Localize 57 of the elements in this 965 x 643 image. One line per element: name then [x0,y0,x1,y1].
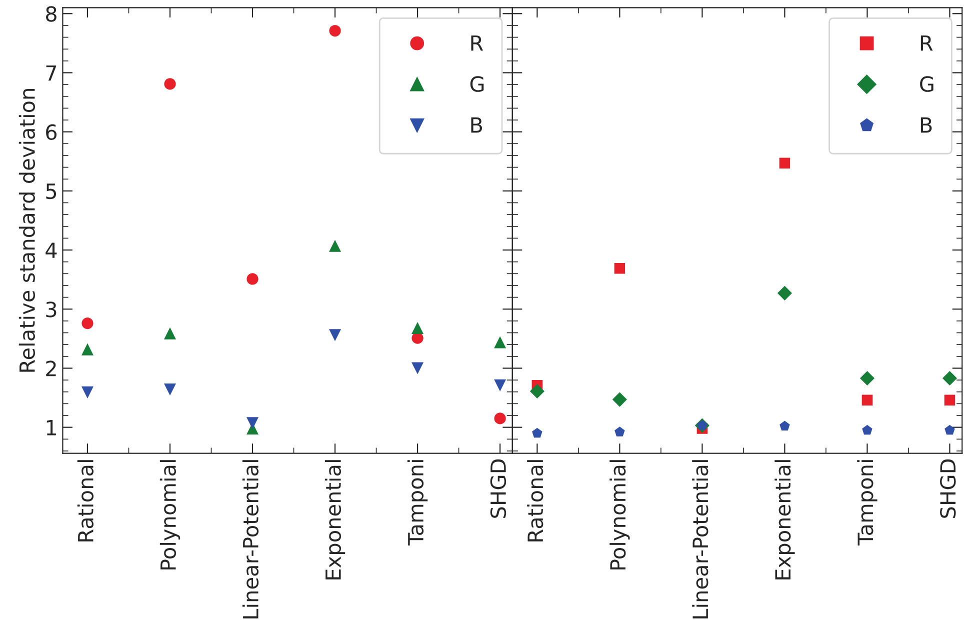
point [329,240,342,252]
point [614,426,625,436]
x-tick-label: Exponential [324,460,346,580]
point [614,262,626,274]
x-tick-label: Linear-Potential [692,460,708,618]
y-tick-label: 1 [46,420,56,436]
x-tick-label: Rational [77,460,94,542]
point [942,370,958,386]
y-tick-label: 6 [46,124,57,140]
point [81,386,94,398]
point [82,317,94,330]
x-tick-label: Rational [527,460,544,542]
legend-label: B [471,117,482,133]
y-tick-label: 7 [46,65,56,81]
point [494,336,506,348]
point [612,392,627,407]
legend-label: G [920,76,934,92]
point [246,273,258,285]
y-tick-label: 3 [46,302,56,318]
point [412,362,424,374]
point [164,327,176,340]
point [779,158,790,169]
point [780,420,790,430]
point [329,24,341,37]
point [494,412,506,424]
point [862,424,872,435]
point [944,394,956,406]
x-tick-label: Polynomial [610,460,630,570]
y-tick-label: 4 [46,242,57,258]
point [860,370,874,386]
point [944,424,955,435]
point [777,286,792,300]
y-tick-label: 5 [46,184,56,200]
x-tick-label: Polynomial [160,460,180,570]
point [81,343,94,356]
legend-label: G [470,76,484,92]
y-axis-title: Relative standard deviation [18,89,36,372]
point [412,322,424,334]
point [532,428,542,438]
point [494,379,506,392]
legend-label: R [920,35,933,51]
point [246,417,259,430]
legend-label: B [920,117,932,133]
legend-label: R [471,35,484,51]
point [164,78,176,90]
point [329,329,342,342]
y-tick-label: 2 [46,360,56,376]
point [164,383,176,396]
x-tick-label: Tamponi [857,460,878,546]
x-tick-label: Exponential [774,460,795,580]
point [862,394,873,406]
y-tick-label: 8 [46,6,56,22]
x-tick-label: Tamponi [407,460,428,546]
x-tick-label: Linear-Potential [242,460,259,618]
x-tick-label: SHGD [940,459,956,518]
point [530,384,544,399]
x-tick-label: SHGD [490,459,506,518]
